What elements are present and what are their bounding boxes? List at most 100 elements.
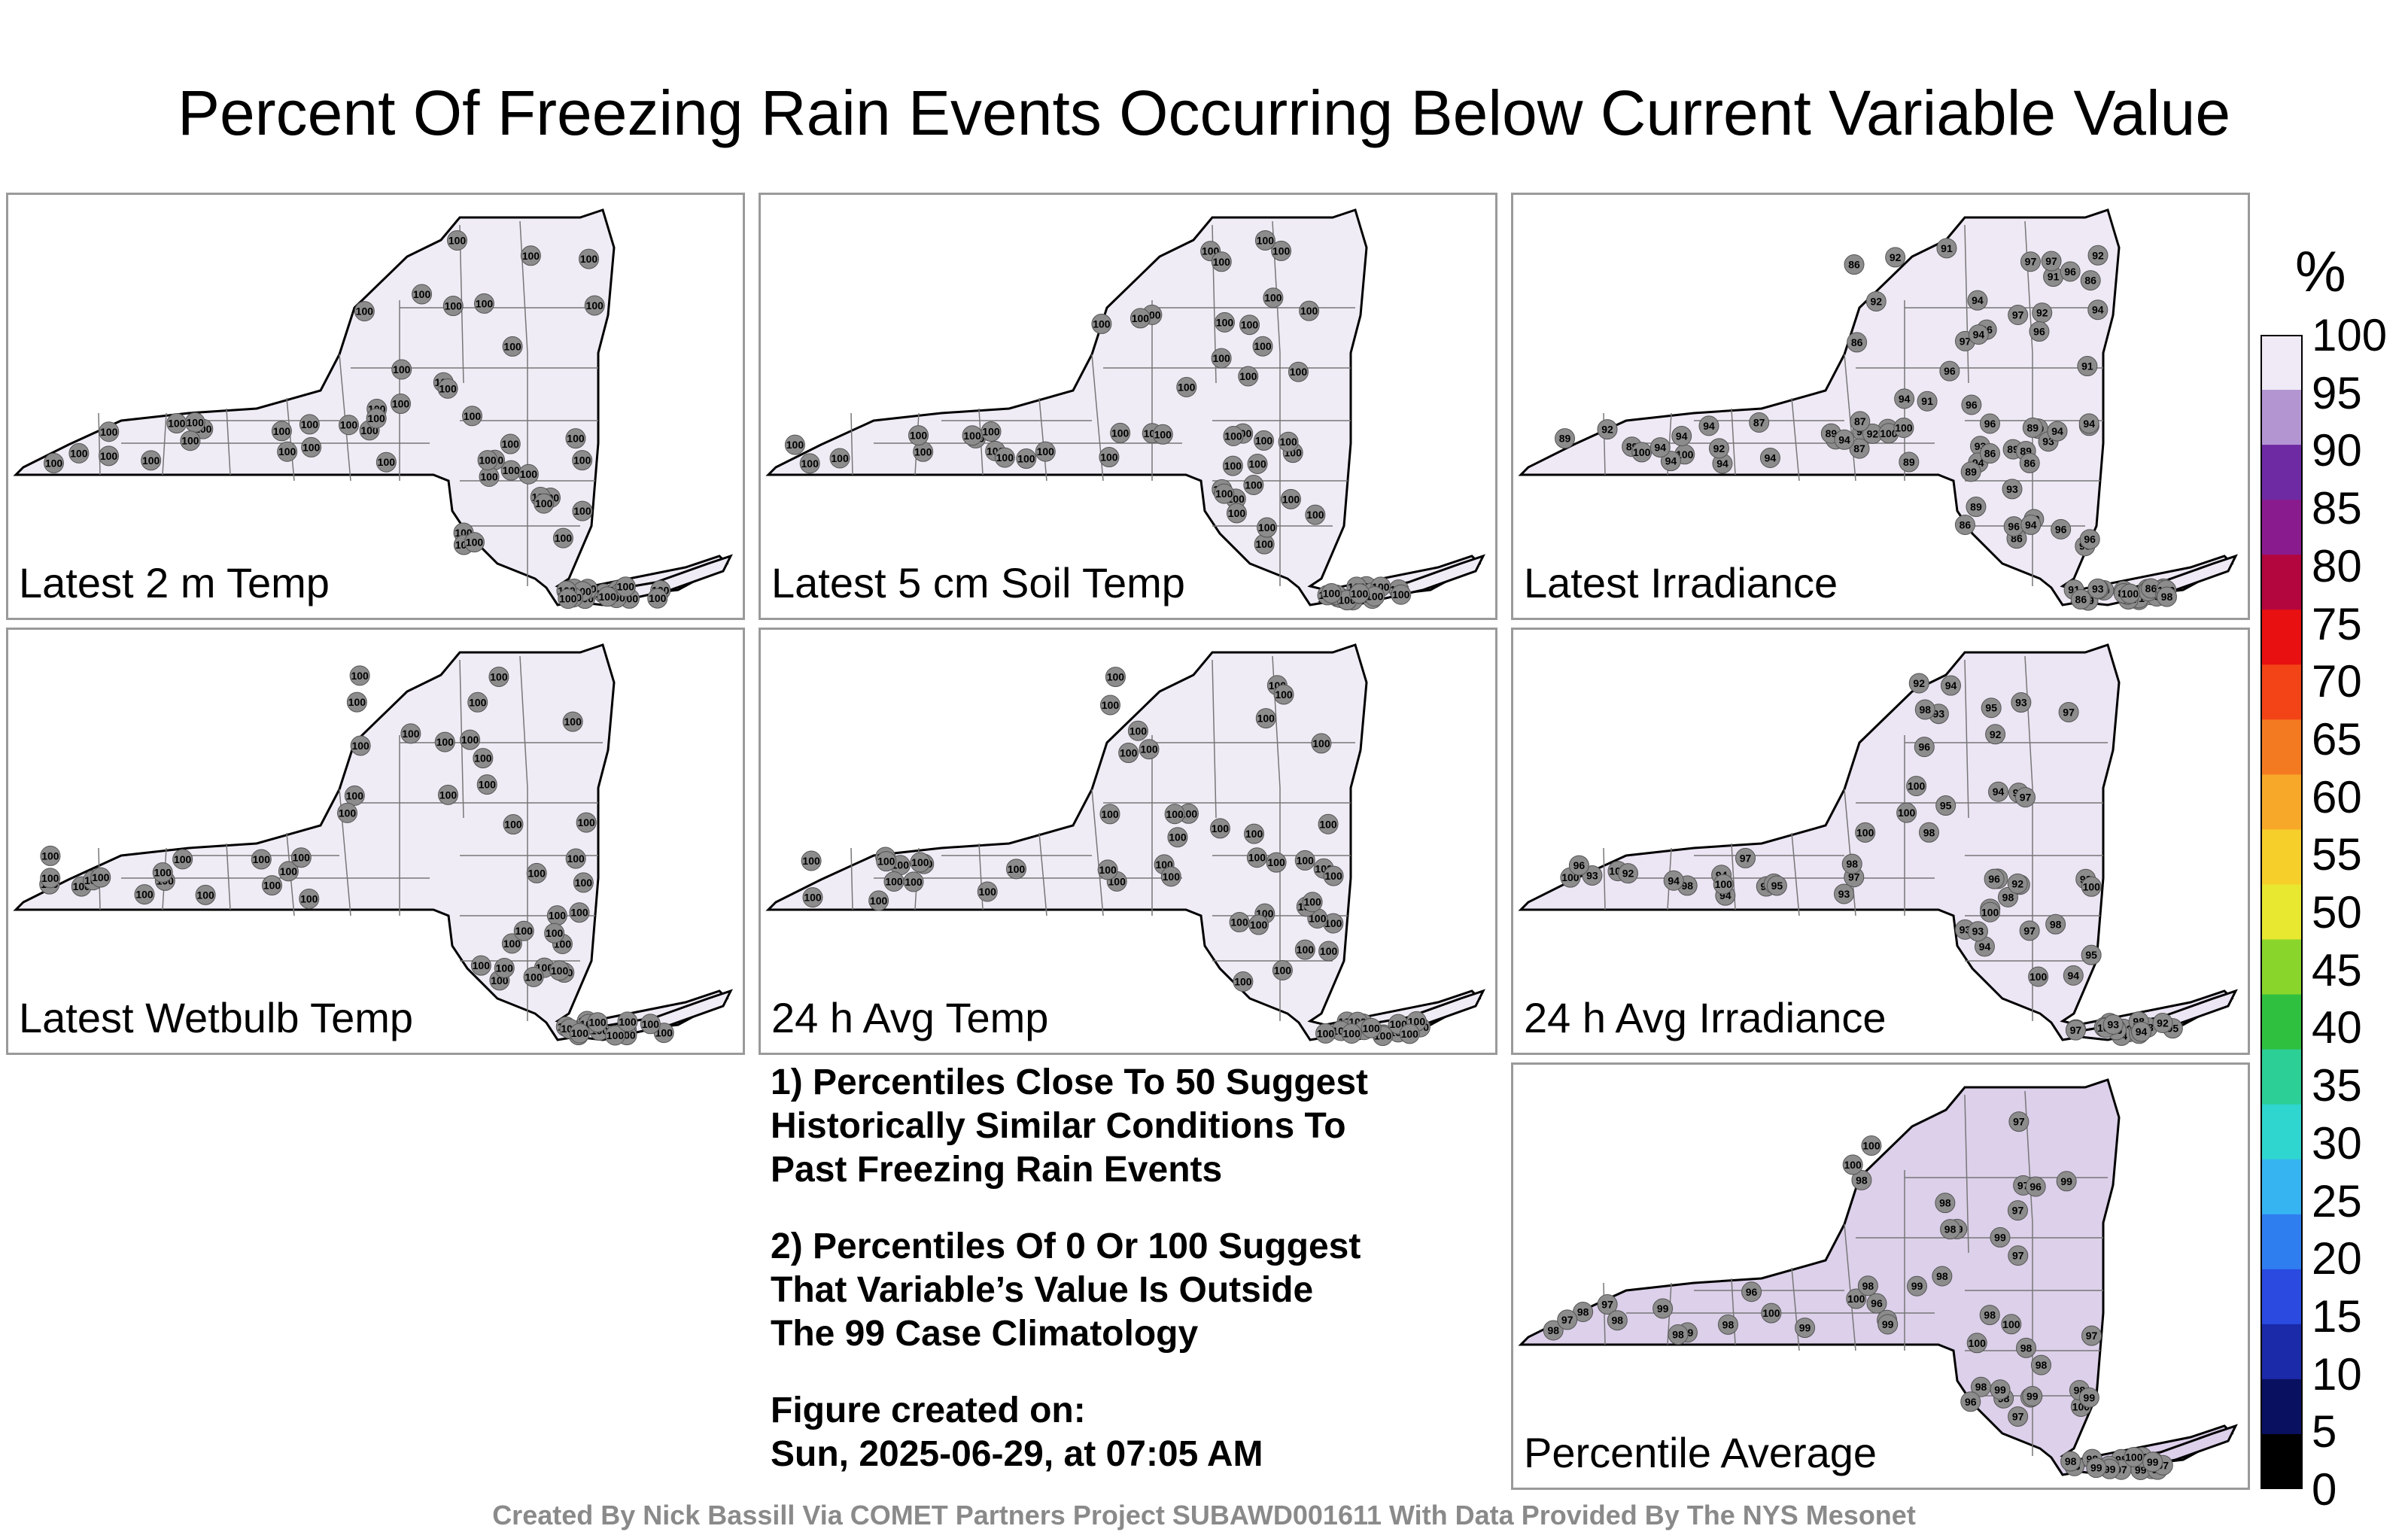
station-value: 86 [1851, 336, 1863, 348]
station-value: 92 [2011, 877, 2023, 889]
station-value: 100 [1245, 828, 1263, 840]
station-value: 94 [1665, 455, 1677, 467]
station-marker: 96 [2060, 261, 2081, 282]
station-value: 100 [1362, 1022, 1380, 1034]
station-marker: 100 [1361, 1017, 1382, 1038]
panel-24h-avg-irradiance: 1009510094939298959796949392989710094100… [1511, 628, 2250, 1055]
station-value: 100 [1319, 818, 1337, 830]
station-value: 100 [154, 867, 172, 879]
panel-24h-avg-temp: 100 100 100 100 100 100 100 100 100 100 100 100 100 1… [759, 628, 1497, 1055]
colorbar-tick-label: 95 [2312, 367, 2362, 418]
station-value: 100 [1245, 479, 1263, 491]
colorbar-segment [2261, 1378, 2303, 1435]
station-marker: 98 [1918, 822, 1939, 843]
station-value: 100 [504, 819, 522, 831]
station-value: 100 [963, 430, 981, 442]
station-value: 96 [1871, 1297, 1883, 1309]
station-marker: 100 [1097, 859, 1118, 880]
station-value: 96 [1965, 1396, 1977, 1408]
station-value: 100 [870, 895, 888, 907]
station-marker: 100 [829, 448, 850, 469]
station-marker: 97 [2041, 251, 2062, 272]
station-value: 96 [2064, 266, 2076, 278]
station-value: 98 [1547, 1324, 1559, 1336]
station-marker: 100 [503, 814, 524, 835]
station-marker: 100 [572, 450, 593, 471]
station-value: 94 [1765, 451, 1777, 464]
station-value: 100 [642, 1018, 660, 1030]
station-value: 100 [367, 412, 385, 424]
colorbar-tick-label: 70 [2312, 656, 2362, 707]
station-value: 98 [1612, 1315, 1624, 1327]
station-value: 100 [187, 416, 205, 428]
station-value: 98 [1681, 880, 1693, 892]
station-value: 100 [1633, 446, 1651, 458]
station-value: 100 [555, 532, 573, 544]
station-marker: 99 [2086, 1457, 2107, 1479]
station-value: 100 [45, 457, 63, 469]
station-marker: 100 [520, 245, 541, 266]
station-marker: 94 [2020, 514, 2042, 535]
station-marker: 97 [2008, 1111, 2029, 1132]
station-marker: 99 [1990, 1226, 2011, 1248]
station-value: 100 [1111, 427, 1130, 439]
station-marker: 97 [2007, 1200, 2028, 1221]
colorbar-tick-label: 20 [2312, 1233, 2362, 1284]
station-marker: 97 [1597, 1294, 1618, 1315]
station-value: 100 [1279, 436, 1297, 448]
station-marker: 97 [2020, 251, 2041, 272]
station-value: 100 [278, 445, 296, 457]
colorbar-segment [2261, 1214, 2303, 1270]
station-value: 94 [2136, 1026, 2148, 1038]
station-value: 98 [2002, 891, 2014, 903]
station-value: 100 [1254, 340, 1272, 352]
station-marker: 100 [1294, 850, 1315, 871]
station-value: 100 [1212, 822, 1230, 834]
station-value: 100 [1324, 870, 1342, 882]
station-marker: 94 [2087, 299, 2109, 321]
colorbar-segment [2261, 994, 2303, 1050]
station-value: 100 [567, 853, 585, 865]
station-marker: 94 [2063, 965, 2084, 986]
station-marker: 86 [1980, 443, 2001, 464]
station-marker: 100 [977, 881, 998, 902]
station-marker: 92 [2007, 873, 2028, 894]
station-marker: 100 [141, 450, 162, 471]
station-value: 100 [1255, 434, 1273, 446]
colorbar-segment [2261, 555, 2303, 611]
station-marker: 100 [1209, 818, 1230, 839]
station-marker: 100 [1321, 582, 1342, 603]
station-value: 100 [280, 865, 298, 877]
station-value: 100 [549, 910, 567, 922]
station-value: 100 [1169, 831, 1187, 843]
station-marker: 100 [1238, 366, 1259, 387]
station-value: 97 [1960, 335, 1972, 347]
station-marker: 100 [903, 871, 924, 892]
station-value: 94 [1676, 430, 1688, 442]
station-value: 91 [1941, 242, 1953, 254]
station-value: 100 [1234, 976, 1252, 988]
station-marker: 100 [1318, 813, 1339, 834]
station-marker: 97 [2008, 1406, 2029, 1427]
station-marker: 94 [1968, 324, 1989, 345]
station-value: 86 [2084, 275, 2096, 287]
station-marker: 100 [604, 1025, 625, 1046]
station-marker: 96 [1866, 1293, 1887, 1314]
station-value: 87 [1853, 442, 1865, 454]
credits-footer: Created By Nick Bassill Via COMET Partne… [492, 1500, 1916, 1530]
station-marker: 100 [152, 862, 173, 883]
station-value: 98 [1984, 1309, 1996, 1321]
station-marker: 97 [2008, 304, 2029, 325]
station-value: 100 [515, 925, 534, 937]
county-line [2024, 655, 2033, 789]
station-marker: 100 [437, 784, 458, 805]
station-value: 100 [1037, 445, 1055, 457]
county-line [1844, 1223, 1856, 1351]
station-marker: 100 [442, 296, 464, 317]
station-marker: 100 [461, 406, 482, 427]
station-value: 100 [1008, 863, 1026, 875]
station-value: 89 [1826, 427, 1838, 439]
station-marker: 100 [1318, 941, 1339, 962]
station-marker: 98 [1717, 1314, 1738, 1335]
colorbar-segment [2261, 1433, 2303, 1489]
